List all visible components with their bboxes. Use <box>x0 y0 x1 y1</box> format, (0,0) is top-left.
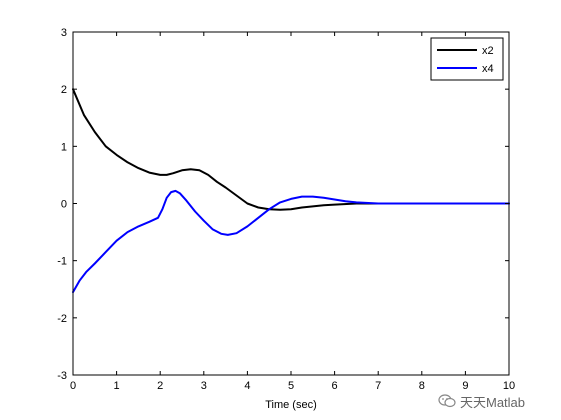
x-tick-label: 5 <box>288 380 294 392</box>
y-tick-label: -1 <box>57 256 67 268</box>
legend: x2 x4 <box>430 37 504 81</box>
watermark-text: 天天Matlab <box>460 394 526 410</box>
wechat-logo-icon <box>438 394 456 408</box>
y-tick-label: 3 <box>61 27 67 39</box>
y-tick-label: 1 <box>61 141 67 153</box>
x-tick-label: 8 <box>419 380 425 392</box>
x-tick-label: 0 <box>70 380 76 392</box>
x-tick-label: 4 <box>244 380 250 392</box>
y-tick-label: 2 <box>61 84 67 96</box>
legend-label-x4: x4 <box>482 63 494 75</box>
x-tick-label: 3 <box>201 380 207 392</box>
series-layer <box>72 88 510 294</box>
series-line-x2 <box>72 88 510 211</box>
x-tick-label: 2 <box>157 380 163 392</box>
series-line-x4 <box>72 189 510 294</box>
legend-label-x2: x2 <box>482 45 494 57</box>
legend-box <box>430 37 504 81</box>
watermark: 天天Matlab <box>438 389 525 413</box>
x-tick-label: 1 <box>114 380 120 392</box>
ticks-layer: 0 1 2 3 4 5 6 7 8 9 10 -3 -2 -1 0 1 2 3 <box>57 27 515 392</box>
x-axis-label: Time (sec) <box>265 399 317 411</box>
x-tick-label: 9 <box>462 380 468 392</box>
y-tick-label: -3 <box>57 370 67 382</box>
x-tick-label: 7 <box>375 380 381 392</box>
y-tick-label: -2 <box>57 313 67 325</box>
x-tick-label: 6 <box>332 380 338 392</box>
y-tick-label: 0 <box>61 199 67 211</box>
x-tick-label: 10 <box>503 380 515 392</box>
